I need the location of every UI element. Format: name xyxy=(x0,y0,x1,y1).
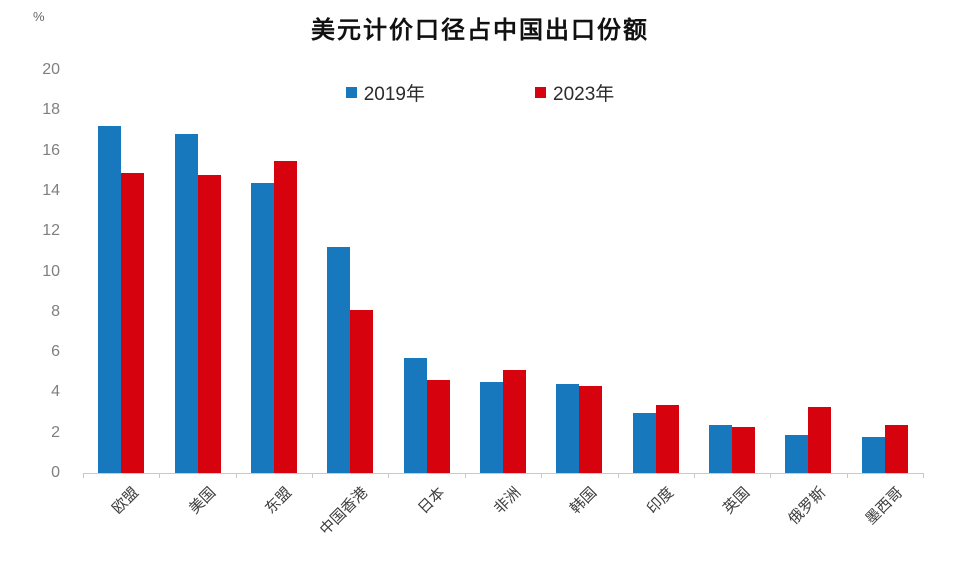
y-tick-label: 12 xyxy=(42,222,60,240)
x-category-label: 东盟 xyxy=(261,484,296,518)
legend-item-2019: 2019年 xyxy=(345,79,425,106)
bar-2023-7 xyxy=(579,386,603,473)
x-axis-tick xyxy=(159,473,161,478)
y-tick-label: 18 xyxy=(42,101,60,119)
y-tick-label: 6 xyxy=(51,343,60,361)
x-category-label: 印度 xyxy=(643,484,677,518)
x-axis-tick xyxy=(846,473,848,478)
y-tick-label: 10 xyxy=(42,262,60,280)
y-tick-label: 2 xyxy=(51,423,60,441)
x-category-label: 墨西哥 xyxy=(862,484,906,528)
y-tick-label: 20 xyxy=(42,61,60,78)
bar-2019-9 xyxy=(709,424,733,473)
y-tick-label: 14 xyxy=(42,181,60,199)
bar-2023-10 xyxy=(808,406,832,473)
bar-2019-5 xyxy=(403,358,427,473)
bar-2019-1 xyxy=(98,126,122,473)
bar-2019-7 xyxy=(556,384,580,473)
y-axis-unit-label: % xyxy=(33,9,45,24)
bar-2019-11 xyxy=(861,436,885,473)
x-category-label: 俄罗斯 xyxy=(785,484,830,528)
legend-item-2023: 2023年 xyxy=(535,79,614,106)
bar-2023-3 xyxy=(273,160,297,473)
bar-2019-2 xyxy=(174,134,198,473)
bar-2023-1 xyxy=(121,172,145,473)
x-category-label: 欧盟 xyxy=(109,484,143,518)
bar-2019-8 xyxy=(632,412,656,473)
plot-area xyxy=(83,70,924,478)
x-axis-tick xyxy=(923,473,924,478)
bar-2023-5 xyxy=(426,380,450,473)
bar-2019-6 xyxy=(480,382,503,473)
bar-2023-8 xyxy=(655,404,679,473)
x-axis-tick xyxy=(83,473,84,478)
bar-2019-10 xyxy=(785,434,809,473)
x-axis-tick xyxy=(541,473,543,478)
x-axis-tick xyxy=(388,473,390,478)
legend-label-2023: 2023年 xyxy=(553,83,615,105)
y-tick-label: 0 xyxy=(51,464,60,481)
bar-2023-6 xyxy=(503,370,526,473)
bar-2023-11 xyxy=(884,424,908,473)
legend-label-2019: 2019年 xyxy=(363,83,425,105)
y-tick-label: 16 xyxy=(42,141,60,159)
x-axis-tick xyxy=(693,473,695,478)
x-category-label: 韩国 xyxy=(567,484,601,518)
legend: 2019年 2023年 xyxy=(0,79,960,106)
bar-2019-3 xyxy=(250,182,274,473)
y-tick-label: 4 xyxy=(51,383,60,401)
y-tick-label: 8 xyxy=(51,302,60,320)
x-category-label: 美国 xyxy=(185,484,219,518)
x-category-label: 非洲 xyxy=(490,484,525,518)
chart-title: 美元计价口径占中国出口份额 xyxy=(311,18,649,44)
x-axis-tick xyxy=(235,473,237,478)
x-axis-line xyxy=(83,473,923,474)
x-category-label: 英国 xyxy=(719,484,754,518)
x-axis-tick xyxy=(312,473,314,478)
x-category-label: 中国香港 xyxy=(316,484,372,539)
legend-swatch-2023-icon xyxy=(535,86,546,98)
x-category-label: 日本 xyxy=(414,484,448,518)
bar-2023-4 xyxy=(350,309,374,473)
x-axis-tick xyxy=(617,473,619,478)
legend-swatch-2019-icon xyxy=(345,86,357,98)
bar-2023-2 xyxy=(197,174,221,473)
bar-2019-4 xyxy=(327,247,351,473)
x-axis-tick xyxy=(770,473,772,478)
x-axis-tick xyxy=(464,473,466,478)
bar-2023-9 xyxy=(732,426,756,473)
